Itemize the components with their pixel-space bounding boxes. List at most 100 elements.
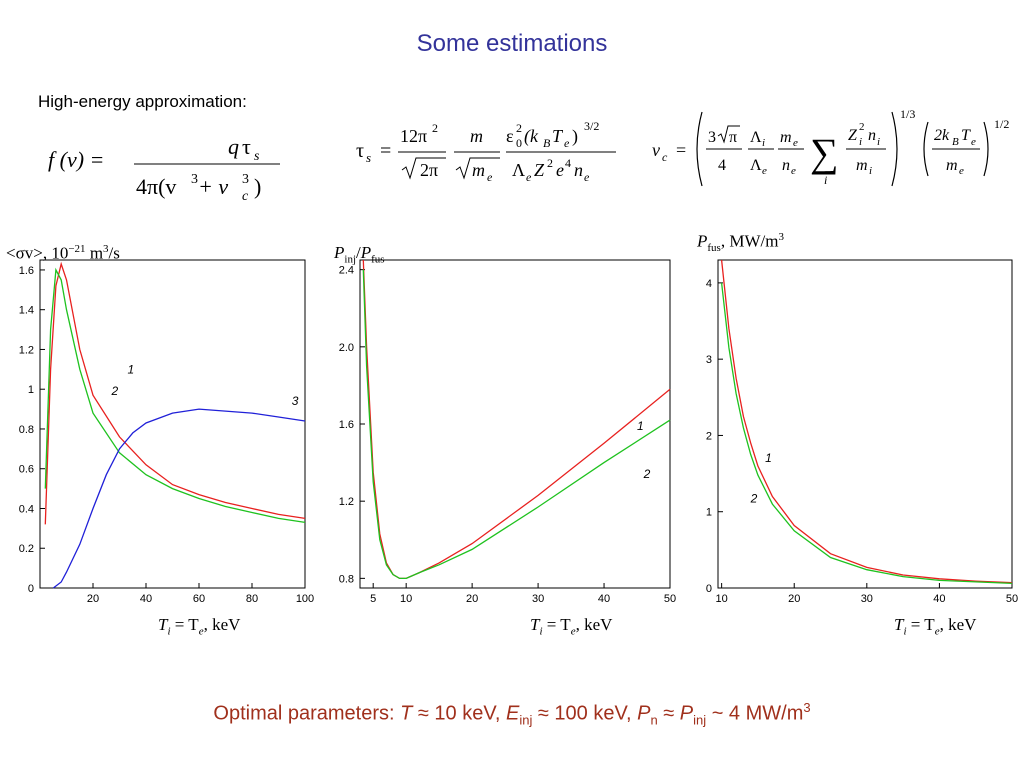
tau-n1-num: 12π xyxy=(400,126,427,146)
series-line-3 xyxy=(52,408,306,589)
formula-f-den-c: c xyxy=(242,189,249,204)
tau-lhs-sub: s xyxy=(366,150,371,165)
x-tick-label: 100 xyxy=(296,593,314,605)
tau-n2-num: m xyxy=(470,126,483,146)
series-line-2 xyxy=(720,282,1013,585)
vc-lhs: v xyxy=(652,140,660,160)
y-tick-label: 0.8 xyxy=(19,424,34,436)
vc-a-sqrt xyxy=(717,125,740,144)
tau-n3-close: ) xyxy=(572,126,578,147)
vc-rparen xyxy=(891,111,898,187)
vc-lparen2 xyxy=(923,121,929,177)
series-label-2: 2 xyxy=(750,492,758,506)
x-tick-label: 30 xyxy=(861,593,873,605)
vc-b-num: Λ xyxy=(750,129,762,146)
chart-pinj-pfus-ylabel: Pinj/Pfus xyxy=(334,243,385,266)
vc-c-den-sub: e xyxy=(791,165,796,177)
x-tick-label: 20 xyxy=(466,593,478,605)
x-tick-label: 60 xyxy=(193,593,205,605)
tau-n3-eps-sub: 0 xyxy=(516,136,522,150)
x-tick-label: 50 xyxy=(664,593,676,605)
series-label-1: 1 xyxy=(637,419,644,433)
plot-frame xyxy=(717,259,1013,589)
formula-f-den-3b: 3 xyxy=(242,172,249,187)
formula-f-num-s: s xyxy=(254,149,260,164)
tau-d3-e: e xyxy=(556,160,564,180)
x-tick-label: 10 xyxy=(400,593,412,605)
vc-sum: ∑ xyxy=(810,130,839,175)
vc-d-num-sup: 2 xyxy=(859,121,865,133)
x-tick-label: 5 xyxy=(370,593,376,605)
y-tick-label: 1.2 xyxy=(339,496,354,508)
x-tick-label: 40 xyxy=(140,593,152,605)
vc-e-den: m xyxy=(946,157,958,174)
tau-n3-T-sub: e xyxy=(564,136,570,150)
series-label-3: 3 xyxy=(292,394,299,408)
vc-lhs-sub: c xyxy=(662,150,668,164)
y-tick-label: 4 xyxy=(706,278,712,290)
x-tick-label: 50 xyxy=(1006,593,1018,605)
y-tick-label: 1.6 xyxy=(19,265,34,277)
tau-n2-den-sub: e xyxy=(487,170,493,184)
chart-pfus-xlabel: Ti = Te, keV xyxy=(894,615,977,638)
formula-f-den-3a: 3 xyxy=(191,172,198,187)
subtitle: High-energy approximation: xyxy=(38,92,247,111)
formula-f-den-close: ) xyxy=(254,174,261,199)
tau-d3-Z: Z xyxy=(534,160,545,180)
tau-n3-eps-sup: 2 xyxy=(516,121,522,135)
tau-n1-sup: 2 xyxy=(432,121,438,135)
y-tick-label: 0 xyxy=(28,583,34,595)
vc-sum-sub: i xyxy=(824,173,827,187)
vc-d-num-n: n xyxy=(868,127,876,144)
y-tick-label: 0.8 xyxy=(339,573,354,585)
vc-b-den: Λ xyxy=(750,157,762,174)
y-tick-label: 2 xyxy=(706,430,712,442)
tau-d3-lam-sub: e xyxy=(526,170,532,184)
vc-eq: = xyxy=(676,140,686,160)
series-label-1: 1 xyxy=(127,362,134,376)
chart-sigma-v-ylabel: <σv>, 10−21 m3/s xyxy=(6,243,120,263)
chart-pinj-pfus: 5 10 20 30 40 50 0.8 1.2 1.6 2.0 2.4 1 2 xyxy=(339,259,676,605)
vc-a-den: 4 xyxy=(718,157,726,174)
vc-pow2: 1/2 xyxy=(994,117,1009,131)
tau-d3-n-sub: e xyxy=(584,170,590,184)
x-tick-label: 20 xyxy=(788,593,800,605)
vc-d-num-sub: i xyxy=(859,136,862,148)
formula-f-num-tau: τ xyxy=(242,134,251,159)
tau-d3-n: n xyxy=(574,160,583,180)
y-tick-label: 1.4 xyxy=(19,305,34,317)
formula-f-lhs: f (v) = xyxy=(48,147,104,172)
vc-e-num-sub: B xyxy=(952,136,959,148)
x-tick-label: 30 xyxy=(532,593,544,605)
vc-d-den: m xyxy=(856,157,868,174)
tau-n1-sqrt xyxy=(401,157,446,180)
x-tick-label: 40 xyxy=(598,593,610,605)
x-tick-label: 40 xyxy=(933,593,945,605)
x-tick-label: 10 xyxy=(716,593,728,605)
plot-frame xyxy=(359,259,671,589)
tau-eq: = xyxy=(380,140,391,162)
vc-e-num: 2k xyxy=(934,127,950,144)
y-tick-label: 1.2 xyxy=(19,344,34,356)
y-tick-label: 0.4 xyxy=(19,503,34,515)
x-tick-label: 20 xyxy=(87,593,99,605)
vc-a-num: 3 xyxy=(708,129,716,146)
series-line-2 xyxy=(362,269,671,580)
y-tick-label: 0 xyxy=(706,583,712,595)
vc-a-pi: π xyxy=(729,129,737,146)
vc-pow1: 1/3 xyxy=(900,107,915,121)
formula-f-den-b: + v xyxy=(198,174,228,199)
optimal-parameters: Optimal parameters: T ≈ 10 keV, Einj ≈ 1… xyxy=(213,700,811,728)
tau-n3-mid: (k xyxy=(524,126,539,147)
vc-d-num: Z xyxy=(848,127,858,144)
series-line-1 xyxy=(720,259,1013,584)
vc-c-num-sub: e xyxy=(793,137,798,149)
vc-lparen xyxy=(696,111,703,187)
chart-pfus: 10 20 30 40 50 0 1 2 3 4 1 2 xyxy=(706,259,1018,605)
vc-rparen2 xyxy=(983,121,989,177)
series-label-2: 2 xyxy=(111,384,119,398)
tau-n2-den: m xyxy=(472,160,485,180)
vc-b-den-sub: e xyxy=(762,165,767,177)
series-label-2: 2 xyxy=(643,467,651,481)
